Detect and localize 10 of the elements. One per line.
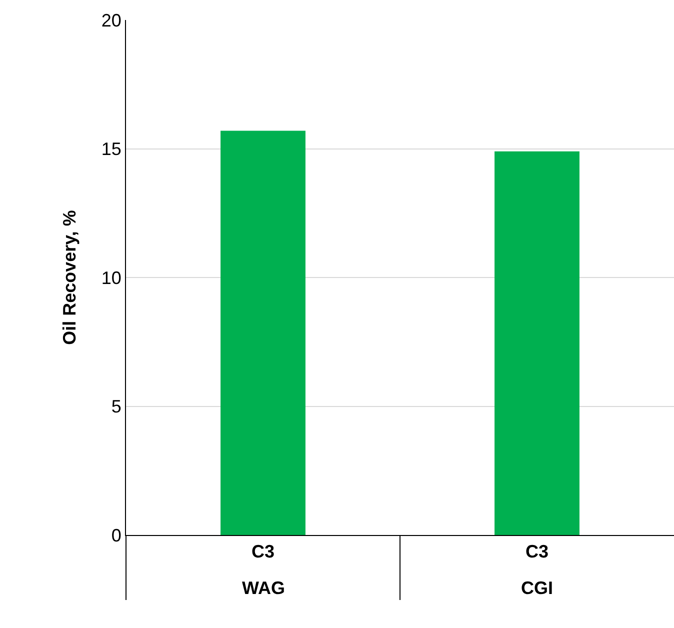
x-tick-label: C3 [525, 542, 549, 562]
text: WAG [242, 578, 285, 598]
y-axis-title: Oil Recovery, % [60, 210, 80, 345]
y-tick-label: 10 [101, 268, 122, 288]
y-tick-label: 5 [111, 396, 122, 417]
y-tick-label: 20 [101, 10, 122, 30]
y-tick-label: 0 [111, 525, 122, 546]
text: CGI [521, 578, 554, 598]
y-tick-label: 15 [101, 139, 122, 160]
x-tick-label: C3 [251, 542, 275, 562]
